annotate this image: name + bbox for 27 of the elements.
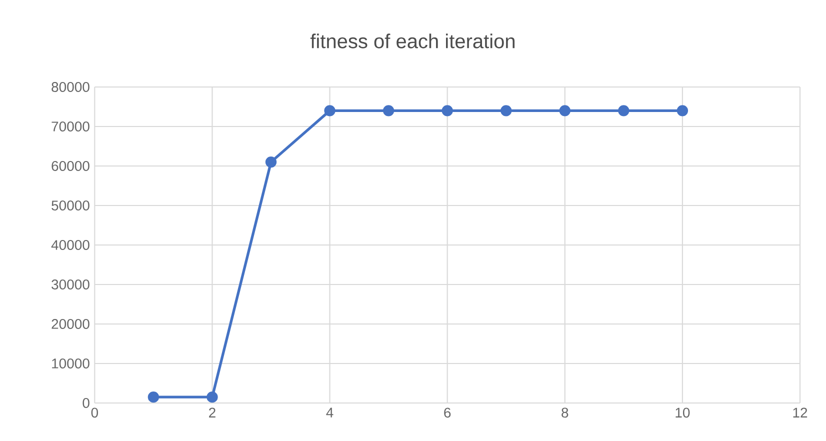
y-tick-label: 60000 [52, 161, 90, 171]
y-tick-label: 80000 [52, 82, 90, 92]
x-tick-label: 2 [209, 408, 216, 418]
y-tick-label: 20000 [52, 319, 90, 329]
point [148, 391, 160, 403]
x-tick-label: 10 [676, 408, 690, 418]
point [500, 105, 512, 116]
x-tick-label: 6 [444, 408, 451, 418]
point [324, 105, 336, 116]
x-tick-label: 4 [326, 408, 334, 418]
y-tick-label: 10000 [52, 358, 90, 368]
point [206, 391, 218, 403]
y-tick-label: 0 [82, 398, 90, 408]
x-tick-label: 0 [91, 408, 98, 418]
x-tick-label: 8 [562, 408, 568, 418]
y-tick-label: 70000 [52, 122, 90, 132]
chart-title: fitness of each iteration [310, 34, 515, 48]
y-tick-label: 50000 [52, 200, 90, 210]
point [559, 105, 570, 116]
point [265, 156, 277, 168]
y-tick-label: 30000 [52, 280, 90, 290]
point [382, 105, 394, 116]
point [676, 105, 688, 116]
point [442, 105, 453, 116]
y-tick-label: 40000 [51, 240, 90, 250]
point [618, 105, 630, 116]
x-tick-label: 12 [793, 408, 808, 418]
